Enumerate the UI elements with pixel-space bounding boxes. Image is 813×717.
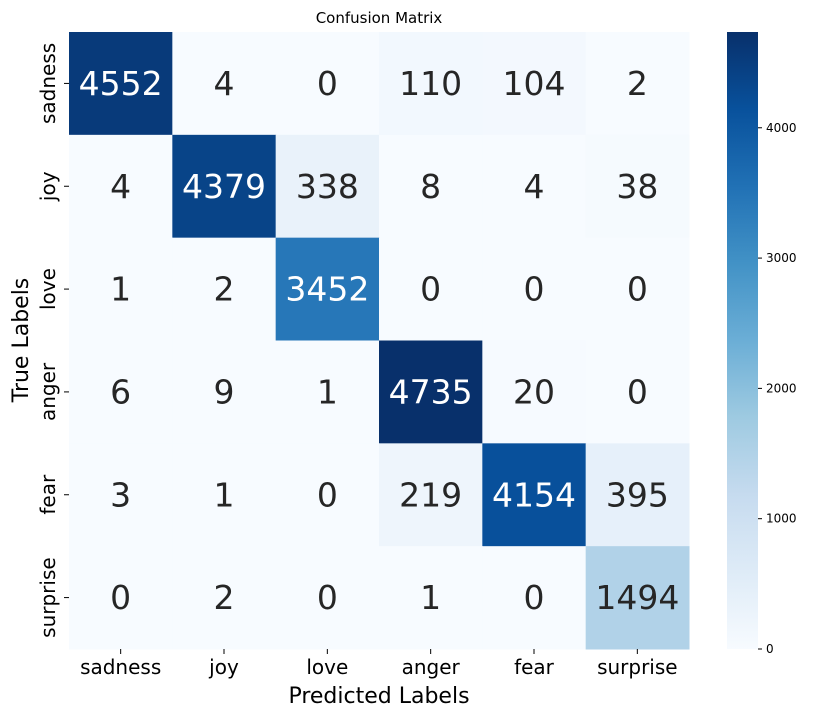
heatmap-cell xyxy=(275,546,380,650)
cell-value-label: 0 xyxy=(627,372,648,411)
cell-value-label: 6 xyxy=(110,372,131,411)
cell-value-label: 8 xyxy=(420,167,441,206)
x-axis-ticks: sadness joy love anger fear surprise xyxy=(80,649,678,679)
cell-value-label: 2 xyxy=(214,270,235,309)
heatmap-cell xyxy=(585,134,690,239)
y-tick-label: joy xyxy=(36,171,60,202)
colorbar xyxy=(727,32,758,649)
cell-value-label: 9 xyxy=(214,372,235,411)
heatmap-cell xyxy=(275,340,380,444)
heatmap-cell xyxy=(69,134,173,239)
heatmap-cell xyxy=(379,443,483,547)
heatmap-cell xyxy=(172,546,277,650)
heatmap-cell xyxy=(69,32,173,136)
heatmap-cell xyxy=(482,340,587,444)
heatmap-cell xyxy=(275,443,380,547)
heatmap-cell xyxy=(379,546,483,650)
cell-value-label: 4735 xyxy=(389,372,473,411)
cell-value-label: 4154 xyxy=(492,475,576,514)
cell-value-label: 38 xyxy=(616,167,658,206)
cell-value-label: 0 xyxy=(317,64,338,103)
heatmap-cell xyxy=(275,134,380,239)
cell-value-label: 104 xyxy=(503,64,566,103)
y-tick-label: love xyxy=(36,268,60,310)
y-tick-label: fear xyxy=(36,474,60,515)
heatmap-cell xyxy=(585,32,690,136)
heatmap-cell xyxy=(172,340,277,444)
x-tick-label: fear xyxy=(514,655,555,679)
cell-value-label: 338 xyxy=(296,167,359,206)
x-tick-label: anger xyxy=(402,655,461,679)
heatmap-cell xyxy=(379,134,483,239)
heatmap-cells: 4552 4 0 110 104 24 4379 338 8 4 381 2 3452 0 0 06 9 1 473… xyxy=(69,32,690,650)
y-tick-label: anger xyxy=(36,362,60,421)
cell-value-label: 219 xyxy=(399,475,462,514)
cell-value-label: 1 xyxy=(214,475,235,514)
cell-value-label: 4 xyxy=(214,64,235,103)
cell-value-label: 0 xyxy=(317,578,338,617)
cell-value-label: 0 xyxy=(627,270,648,309)
heatmap-cell xyxy=(69,546,173,650)
y-tick-label: surprise xyxy=(36,557,60,638)
cell-value-label: 110 xyxy=(399,64,462,103)
cell-value-label: 0 xyxy=(110,578,131,617)
y-tick-label: sadness xyxy=(36,43,60,124)
heatmap-cell xyxy=(172,237,277,341)
cell-value-label: 2 xyxy=(627,64,648,103)
heatmap-cell xyxy=(379,237,483,341)
heatmap-cell xyxy=(585,340,690,444)
cell-value-label: 20 xyxy=(513,372,555,411)
x-tick-label: love xyxy=(306,655,348,679)
cell-value-label: 2 xyxy=(214,578,235,617)
heatmap-cell xyxy=(172,443,277,547)
colorbar-tick-label: 4000 xyxy=(766,121,797,135)
y-axis-label: True Labels xyxy=(9,278,34,404)
heatmap-cell xyxy=(482,134,587,239)
colorbar-tick-label: 2000 xyxy=(766,381,797,395)
cell-value-label: 3 xyxy=(110,475,131,514)
heatmap-cell xyxy=(482,237,587,341)
heatmap-cell xyxy=(482,32,587,136)
cell-value-label: 0 xyxy=(420,270,441,309)
cell-value-label: 4379 xyxy=(182,167,266,206)
cell-value-label: 0 xyxy=(524,270,545,309)
cell-value-label: 0 xyxy=(524,578,545,617)
heatmap-cell xyxy=(585,237,690,341)
heatmap-cell xyxy=(172,134,277,239)
cell-value-label: 4 xyxy=(110,167,131,206)
x-axis-label: Predicted Labels xyxy=(288,684,469,709)
cell-value-label: 0 xyxy=(317,475,338,514)
colorbar-tick-label: 1000 xyxy=(766,512,797,526)
heatmap-cell xyxy=(482,443,587,547)
heatmap-cell xyxy=(275,237,380,341)
cell-value-label: 4552 xyxy=(79,64,163,103)
cell-value-label: 1 xyxy=(317,372,338,411)
cell-value-label: 1494 xyxy=(595,578,679,617)
heatmap-cell xyxy=(585,546,690,650)
x-tick-label: sadness xyxy=(80,655,161,679)
heatmap-cell xyxy=(379,340,483,444)
heatmap-cell xyxy=(69,237,173,341)
colorbar-tick-label: 3000 xyxy=(766,251,797,265)
cell-value-label: 4 xyxy=(524,167,545,206)
chart-title: Confusion Matrix xyxy=(316,9,443,27)
colorbar-tick-label: 0 xyxy=(766,642,774,656)
heatmap-cell xyxy=(585,443,690,547)
heatmap-cell xyxy=(69,443,173,547)
cell-value-label: 1 xyxy=(110,270,131,309)
colorbar-ticks: 0 1000 2000 3000 4000 xyxy=(758,121,797,656)
cell-value-label: 395 xyxy=(606,475,669,514)
cell-value-label: 3452 xyxy=(285,270,369,309)
heatmap-cell xyxy=(379,32,483,136)
heatmap-cell xyxy=(275,32,380,136)
heatmap-cell xyxy=(172,32,277,136)
y-axis-ticks: sadness joy love anger fear surprise xyxy=(36,43,69,638)
x-tick-label: joy xyxy=(208,655,239,679)
heatmap-cell xyxy=(482,546,587,650)
x-tick-label: surprise xyxy=(597,655,678,679)
cell-value-label: 1 xyxy=(420,578,441,617)
heatmap-cell xyxy=(69,340,173,444)
